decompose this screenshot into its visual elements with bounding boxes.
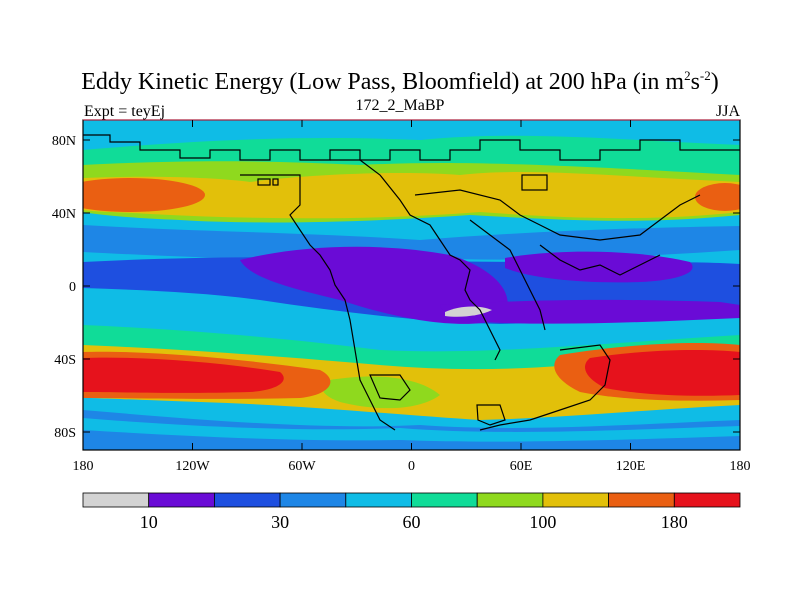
lon-tick-label: 60E [510, 459, 533, 474]
colorbar-label: 180 [661, 512, 688, 532]
south-indian-max [585, 350, 740, 396]
title-mid: s [690, 69, 700, 95]
south-pacific-max [83, 357, 284, 393]
title-text: Eddy Kinetic Energy (Low Pass, Bloomfiel… [81, 69, 685, 95]
colorbar-label: 100 [529, 512, 556, 532]
colorbar-swatch [279, 492, 347, 508]
colorbar-label: 60 [403, 512, 421, 532]
band-north-yellow [83, 172, 740, 219]
arctic-coast [83, 134, 740, 161]
title-end: ) [710, 69, 719, 95]
eurasia-south-coast [414, 189, 701, 241]
colorbar-swatch [345, 492, 412, 508]
island-outline [476, 404, 506, 426]
americas-east-africa-west [330, 159, 501, 361]
colorbar-swatch [213, 492, 281, 508]
colorbar-swatch [148, 492, 215, 508]
band-north-mid-blue [83, 225, 740, 260]
title-sup-2: -2 [699, 68, 711, 83]
lat-tick-label: 80N [52, 134, 76, 149]
lon-tick-label: 180 [730, 459, 751, 474]
experiment-label: Expt = teyEj [84, 103, 166, 120]
lake-outline-2 [272, 178, 279, 186]
lon-tick-label: 0 [408, 459, 415, 474]
run-label: 172_2_MaBP [355, 97, 445, 114]
lat-tick-label: 40N [52, 207, 76, 222]
colorbar-swatch [542, 492, 610, 508]
lon-tick-label: 180 [73, 459, 94, 474]
south-america-tip [369, 374, 411, 401]
lowest-value-patch [445, 306, 492, 317]
south-asia-coast [539, 244, 661, 276]
colorbar-swatch [476, 492, 544, 508]
coastlines [83, 134, 740, 431]
americas-west-coast [240, 174, 396, 431]
indian-ocean-min [505, 251, 693, 283]
colorbar-label: 10 [140, 512, 158, 532]
colorbar-label: 30 [271, 512, 289, 532]
australia-coast [479, 344, 611, 431]
lat-tick-label: 40S [54, 353, 76, 368]
lon-tick-label: 60W [288, 459, 316, 474]
lat-tick-label: 80S [54, 426, 76, 441]
latitude-axis: 80N 40N 0 40S 80S [52, 134, 740, 441]
contour-field [83, 120, 740, 450]
caspian-outline [521, 174, 548, 191]
title-sup-1: 2 [684, 68, 691, 83]
season-label: JJA [716, 103, 741, 120]
north-pacific-max [83, 178, 205, 212]
band-south-polar-cyan [83, 418, 740, 442]
colorbar-swatch [411, 492, 478, 508]
atlantic-africa-min [240, 246, 508, 324]
longitude-axis: 180 120W 60W 0 60E 120E 180 [73, 120, 751, 474]
map-title: Eddy Kinetic Energy (Low Pass, Bloomfiel… [0, 68, 800, 96]
africa-east-coast [469, 219, 546, 331]
colorbar-swatch [608, 492, 675, 508]
south-atlantic-lime [322, 376, 440, 409]
lon-tick-label: 120W [175, 459, 210, 474]
colorbar-swatch [82, 492, 150, 508]
colorbar-swatch [673, 492, 741, 508]
colorbar: 10 30 60 100 180 [82, 492, 741, 532]
lon-tick-label: 120E [616, 459, 646, 474]
south-tropics-min [440, 299, 740, 324]
lake-outline-1 [257, 178, 271, 186]
lat-tick-label: 0 [69, 280, 76, 295]
north-pacific-max-east [695, 183, 740, 211]
